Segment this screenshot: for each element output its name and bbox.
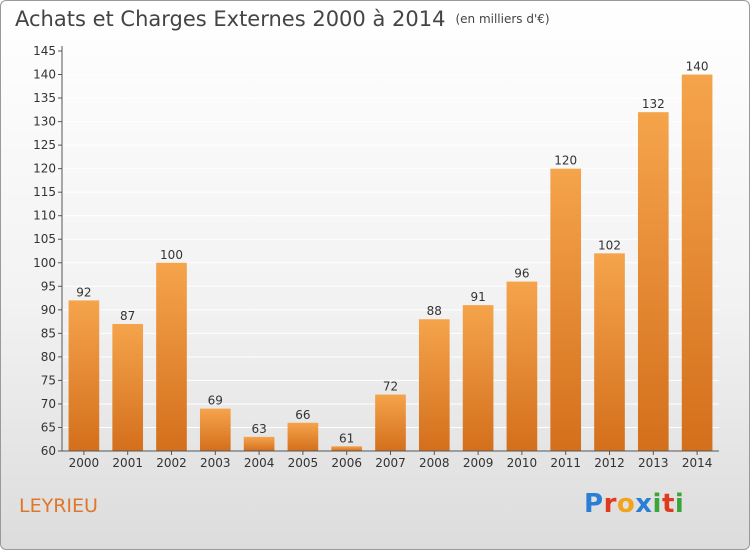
bar-2013 [637, 112, 669, 452]
data-label: 91 [470, 290, 485, 304]
y-tick-label: 80 [41, 350, 56, 364]
y-tick-label: 75 [41, 373, 56, 387]
logo-letter: o [616, 489, 636, 519]
bar-2009 [462, 305, 494, 451]
data-label: 63 [251, 422, 266, 436]
x-tick-label: 2014 [682, 456, 713, 470]
logo-letter: t [661, 489, 675, 519]
y-tick-label: 95 [41, 279, 56, 293]
y-tick-label: 70 [41, 397, 56, 411]
y-tick-label: 60 [41, 444, 56, 458]
bar-2004 [243, 436, 275, 451]
logo-letter: r [603, 489, 617, 519]
y-tick-label: 130 [33, 115, 56, 129]
bar-2007 [375, 394, 406, 451]
x-tick-label: 2009 [463, 456, 494, 470]
chart-title: Achats et Charges Externes 2000 à 2014 (e… [15, 7, 550, 31]
x-tick-label: 2008 [419, 456, 450, 470]
y-tick-label: 105 [33, 232, 56, 246]
y-tick-label: 135 [33, 91, 56, 105]
x-tick-label: 2011 [550, 456, 581, 470]
data-label: 66 [295, 408, 310, 422]
y-tick-label: 120 [33, 162, 56, 176]
logo-letter: P [584, 489, 604, 519]
data-label: 132 [642, 97, 665, 111]
x-tick-label: 2004 [244, 456, 275, 470]
x-tick-label: 2003 [200, 456, 231, 470]
data-label: 140 [686, 60, 709, 74]
commune-name: LEYRIEU [19, 495, 98, 517]
x-tick-label: 2006 [331, 456, 362, 470]
x-tick-label: 2010 [507, 456, 538, 470]
y-tick-label: 115 [33, 185, 56, 199]
bar-2006 [331, 446, 363, 451]
x-tick-label: 2005 [288, 456, 319, 470]
y-tick-label: 65 [41, 420, 56, 434]
bar-2010 [506, 281, 538, 451]
data-label: 120 [554, 154, 577, 168]
axes: 60 65 70 75 80 85 90 95 100 105 110 115 120 125 130 135… [33, 44, 719, 470]
bar-2002 [156, 262, 187, 451]
bar-2008 [418, 319, 450, 451]
bars: 92 87 100 69 63 66 61 72 88 91 96 120 102 132 140 [68, 60, 713, 452]
bar-2001 [112, 323, 144, 451]
data-label: 69 [208, 394, 223, 408]
bar-2005 [287, 422, 319, 451]
x-tick-label: 2007 [375, 456, 406, 470]
data-label: 100 [160, 248, 183, 262]
data-label: 88 [427, 304, 442, 318]
data-label: 72 [383, 380, 398, 394]
data-label: 96 [514, 267, 529, 281]
chart-title-text: Achats et Charges Externes 2000 à 2014 [15, 7, 446, 31]
y-tick-label: 140 [33, 68, 56, 82]
x-tick-label: 2002 [156, 456, 187, 470]
chart-unit: (en milliers d'€) [455, 12, 550, 26]
y-tick-label: 110 [33, 209, 56, 223]
data-label: 102 [598, 238, 621, 252]
bar-2011 [550, 168, 582, 451]
logo-letter: i [674, 489, 685, 519]
x-tick-label: 2001 [112, 456, 143, 470]
y-tick-label: 125 [33, 138, 56, 152]
bar-2012 [594, 253, 625, 451]
y-tick-label: 100 [33, 256, 56, 270]
logo-letter: i [652, 489, 662, 519]
x-tick-label: 2012 [594, 456, 625, 470]
y-tick-label: 85 [41, 326, 56, 340]
y-tick-label: 90 [41, 303, 56, 317]
data-label: 87 [120, 309, 135, 323]
data-label: 92 [76, 285, 91, 299]
logo-letter: x [635, 489, 653, 519]
bar-2014 [681, 74, 713, 451]
proxiti-logo: Proxiti [584, 489, 684, 519]
x-tick-label: 2013 [638, 456, 669, 470]
bar-2003 [199, 408, 231, 451]
y-tick-label: 145 [33, 44, 56, 58]
x-tick-label: 2000 [69, 456, 100, 470]
data-label: 61 [339, 431, 354, 445]
bar-2000 [68, 300, 100, 451]
